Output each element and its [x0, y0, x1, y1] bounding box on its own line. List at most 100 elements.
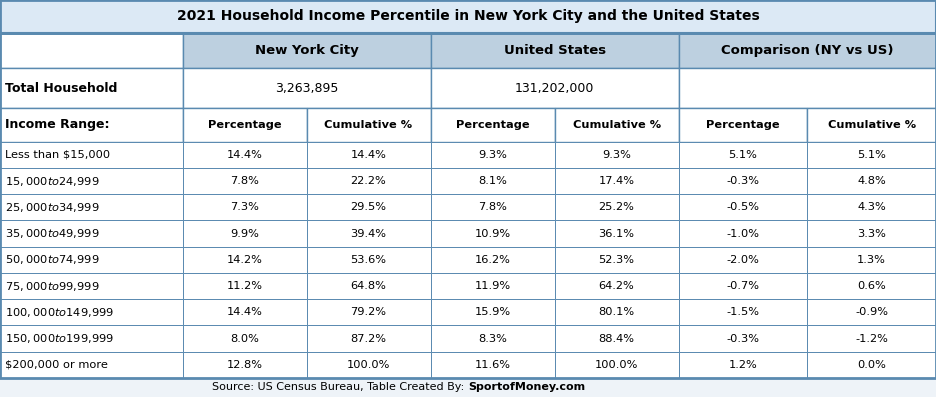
Bar: [431, 326, 555, 352]
Bar: [679, 142, 808, 168]
Bar: [431, 194, 555, 220]
Bar: [0, 194, 183, 220]
Text: 9.3%: 9.3%: [602, 150, 631, 160]
Text: $150,000 to $199,999: $150,000 to $199,999: [5, 332, 113, 345]
Bar: [0, 247, 183, 273]
Bar: [679, 273, 808, 299]
Bar: [183, 247, 307, 273]
Text: New York City: New York City: [255, 44, 358, 57]
Text: 15.9%: 15.9%: [475, 307, 511, 317]
Bar: [555, 326, 679, 352]
Bar: [0, 142, 183, 168]
Bar: [0, 299, 183, 326]
Text: 9.9%: 9.9%: [230, 229, 259, 239]
Text: 11.9%: 11.9%: [475, 281, 511, 291]
Bar: [0, 273, 183, 299]
Bar: [679, 168, 808, 194]
Text: -2.0%: -2.0%: [726, 255, 759, 265]
Bar: [307, 273, 431, 299]
Bar: [555, 142, 679, 168]
Bar: [0, 168, 183, 194]
Text: $15,000 to $24,999: $15,000 to $24,999: [5, 175, 99, 188]
Bar: [183, 108, 307, 142]
Bar: [431, 299, 555, 326]
Text: $25,000 to $34,999: $25,000 to $34,999: [5, 201, 99, 214]
Text: 8.0%: 8.0%: [230, 333, 259, 343]
Text: 16.2%: 16.2%: [475, 255, 510, 265]
Bar: [307, 108, 431, 142]
Text: Less than $15,000: Less than $15,000: [5, 150, 110, 160]
Text: 131,202,000: 131,202,000: [515, 82, 594, 94]
Text: Income Range:: Income Range:: [5, 118, 110, 131]
Bar: [679, 247, 808, 273]
Bar: [183, 142, 307, 168]
Bar: [0, 326, 183, 352]
Text: 14.4%: 14.4%: [351, 150, 387, 160]
Bar: [307, 168, 431, 194]
Bar: [183, 352, 307, 378]
Bar: [679, 220, 808, 247]
Text: 11.6%: 11.6%: [475, 360, 510, 370]
Text: 7.3%: 7.3%: [230, 202, 259, 212]
Text: -1.0%: -1.0%: [726, 229, 759, 239]
Bar: [0, 108, 183, 142]
Bar: [679, 194, 808, 220]
Bar: [808, 352, 936, 378]
Bar: [307, 326, 431, 352]
Bar: [431, 33, 679, 68]
Bar: [307, 194, 431, 220]
Text: 14.4%: 14.4%: [227, 307, 262, 317]
Text: Percentage: Percentage: [208, 120, 282, 130]
Text: Cumulative %: Cumulative %: [573, 120, 661, 130]
Bar: [0, 0, 936, 33]
Bar: [0, 33, 183, 68]
Text: 14.2%: 14.2%: [227, 255, 262, 265]
Bar: [431, 108, 555, 142]
Text: 10.9%: 10.9%: [475, 229, 511, 239]
Text: 64.2%: 64.2%: [599, 281, 635, 291]
Bar: [431, 247, 555, 273]
Bar: [555, 247, 679, 273]
Text: 3.3%: 3.3%: [857, 229, 886, 239]
Text: $50,000 to $74,999: $50,000 to $74,999: [5, 253, 99, 266]
Bar: [555, 273, 679, 299]
Bar: [679, 299, 808, 326]
Text: 22.2%: 22.2%: [351, 176, 387, 186]
Text: $35,000 to $49,999: $35,000 to $49,999: [5, 227, 99, 240]
Bar: [679, 33, 936, 68]
Bar: [808, 168, 936, 194]
Text: 4.8%: 4.8%: [857, 176, 886, 186]
Text: -0.9%: -0.9%: [856, 307, 888, 317]
Text: 52.3%: 52.3%: [599, 255, 635, 265]
Bar: [183, 68, 431, 108]
Text: Percentage: Percentage: [706, 120, 780, 130]
Bar: [307, 220, 431, 247]
Text: 1.2%: 1.2%: [728, 360, 757, 370]
Bar: [0, 68, 183, 108]
Text: Total Household: Total Household: [5, 82, 117, 94]
Text: 100.0%: 100.0%: [347, 360, 390, 370]
Text: 2021 Household Income Percentile in New York City and the United States: 2021 Household Income Percentile in New …: [177, 9, 759, 23]
Text: 9.3%: 9.3%: [478, 150, 507, 160]
Bar: [555, 194, 679, 220]
Text: 7.8%: 7.8%: [478, 202, 507, 212]
Bar: [183, 299, 307, 326]
Bar: [0, 352, 183, 378]
Bar: [808, 273, 936, 299]
Bar: [679, 68, 936, 108]
Text: 0.6%: 0.6%: [857, 281, 886, 291]
Bar: [183, 33, 431, 68]
Bar: [183, 194, 307, 220]
Text: 5.1%: 5.1%: [857, 150, 886, 160]
Text: $200,000 or more: $200,000 or more: [5, 360, 108, 370]
Bar: [808, 194, 936, 220]
Text: -1.5%: -1.5%: [726, 307, 759, 317]
Text: 80.1%: 80.1%: [598, 307, 635, 317]
Bar: [431, 168, 555, 194]
Text: 17.4%: 17.4%: [599, 176, 635, 186]
Text: 79.2%: 79.2%: [351, 307, 387, 317]
Text: $100,000 to $149,999: $100,000 to $149,999: [5, 306, 113, 319]
Bar: [808, 326, 936, 352]
Bar: [555, 220, 679, 247]
Text: 36.1%: 36.1%: [599, 229, 635, 239]
